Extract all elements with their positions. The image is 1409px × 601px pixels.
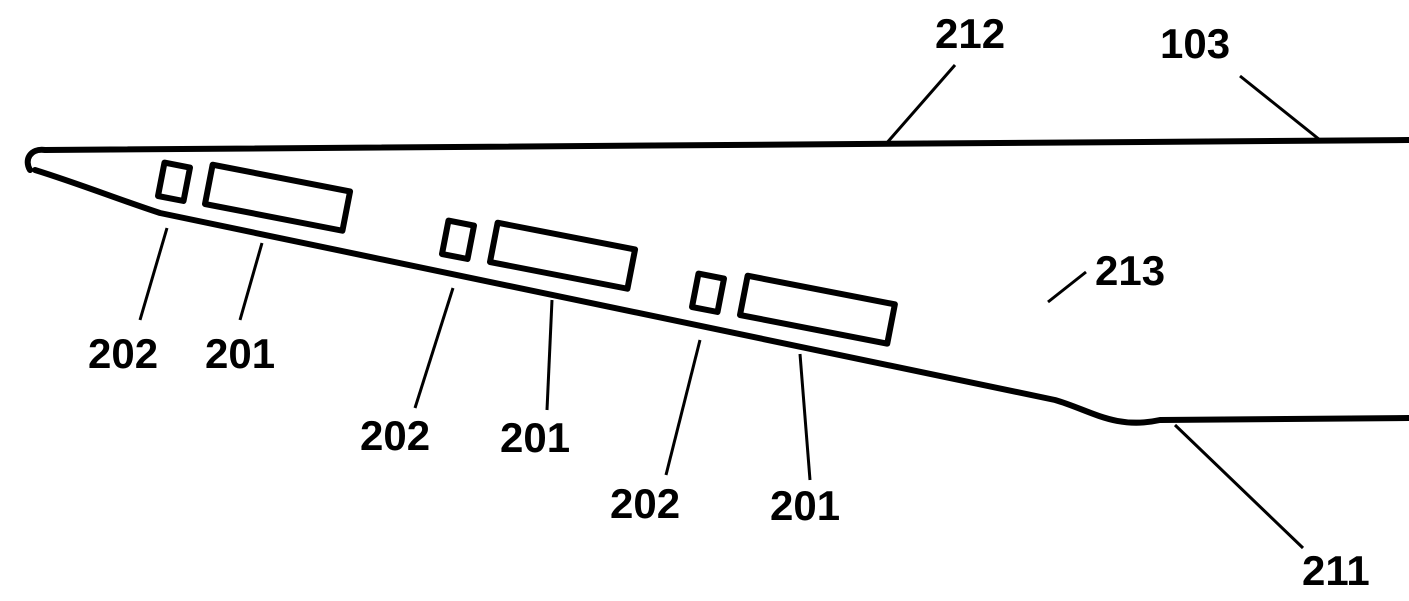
leader-202-2	[415, 288, 453, 408]
leader-201-2	[547, 300, 552, 410]
label-213: 213	[1095, 247, 1165, 294]
label-201-3: 201	[770, 482, 840, 529]
label-201-2: 201	[500, 414, 570, 461]
leader-202-1	[140, 228, 167, 320]
box-small-1	[158, 163, 190, 201]
label-202-1: 202	[88, 330, 158, 377]
label-212: 212	[935, 10, 1005, 57]
leader-201-1	[240, 243, 262, 320]
box-small-2	[442, 221, 474, 259]
label-201-1: 201	[205, 330, 275, 377]
box-large-3	[740, 276, 895, 344]
leader-202-3	[666, 340, 700, 475]
leader-212	[885, 65, 955, 145]
label-103: 103	[1160, 20, 1230, 67]
box-large-1	[205, 165, 350, 231]
label-202-2: 202	[360, 412, 430, 459]
label-211: 211	[1302, 547, 1370, 594]
box-small-3	[692, 274, 724, 312]
leader-213	[1048, 272, 1086, 302]
leader-211	[1175, 425, 1303, 548]
patent-diagram: 212 103 213 211 202 201 202 201 202 201	[0, 0, 1409, 601]
leader-103	[1240, 76, 1320, 140]
leader-201-3	[800, 354, 810, 480]
box-large-2	[490, 223, 635, 289]
airfoil-outline	[28, 140, 1409, 423]
label-202-3: 202	[610, 480, 680, 527]
